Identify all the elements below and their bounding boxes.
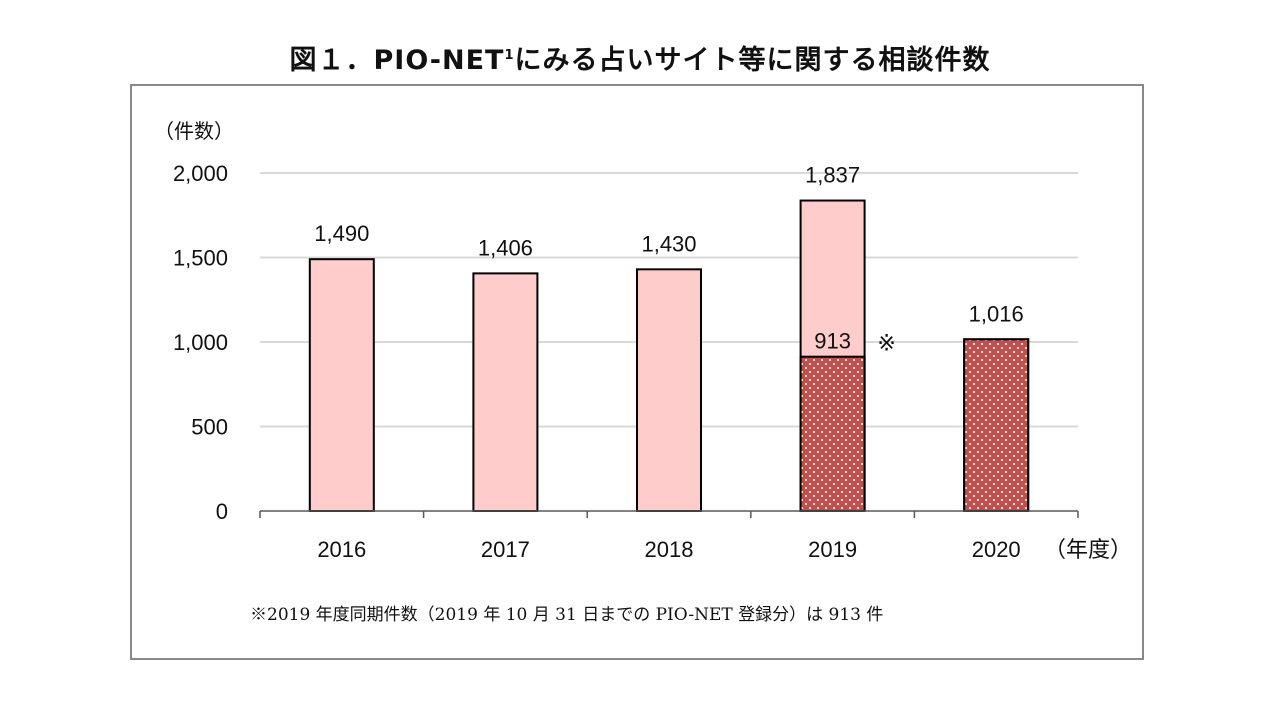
chart-title: 図１．PIO-NET1にみる占いサイト等に関する相談件数: [0, 38, 1280, 77]
chart-title-main: 図１．PIO-NET: [289, 45, 505, 76]
bar-same-period: [799, 355, 866, 512]
bar-value-label: 1,406: [478, 235, 533, 260]
bar-total: [636, 268, 702, 512]
bar-chart: 0 500 1,000 1,500 2,000 2016 2017 2018 2019 2020 （…: [154, 120, 1132, 562]
y-tick-label: 0: [216, 499, 228, 524]
x-tick-label: 2020: [972, 537, 1021, 562]
x-tick-label: 2018: [645, 537, 694, 562]
chart-title-rest: にみる占いサイト等に関する相談件数: [514, 45, 991, 76]
x-tick-label: 2016: [317, 537, 366, 562]
y-tick-label: 1,500: [173, 246, 228, 271]
bar-value-label: 1,490: [314, 221, 369, 246]
x-tick-label: 2019: [808, 537, 857, 562]
bar-same-period: [963, 338, 1030, 512]
y-axis-label: （件数）: [154, 120, 234, 143]
bar-value-label: 1,837: [805, 163, 860, 188]
y-tick-label: 500: [191, 415, 228, 440]
x-tick-label: 2017: [481, 537, 530, 562]
bar-value-label: 1,430: [641, 231, 696, 256]
annotation-mark: ※: [877, 331, 895, 356]
footnote: ※2019 年度同期件数（2019 年 10 月 31 日までの PIO-NET…: [250, 605, 884, 625]
bar-same-period-label: 913: [814, 329, 851, 354]
bar-total: [472, 272, 539, 512]
bar-value-label: 1,016: [969, 301, 1024, 326]
y-tick-label: 2,000: [173, 161, 228, 186]
x-axis-label: （年度）: [1044, 537, 1132, 562]
chart-frame: 0 500 1,000 1,500 2,000 2016 2017 2018 2019 2020 （…: [130, 84, 1144, 660]
bar-total: [308, 258, 375, 512]
y-tick-label: 1,000: [173, 330, 228, 355]
chart-title-superscript: 1: [504, 48, 515, 63]
